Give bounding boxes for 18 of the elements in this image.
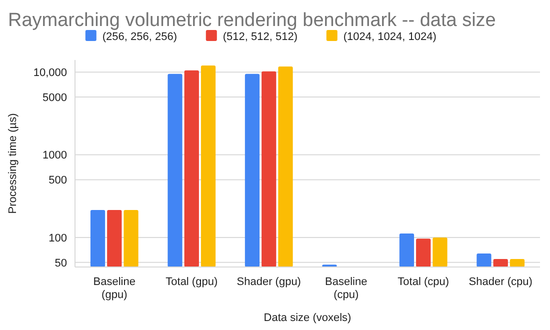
x-tick-label: Shader (cpu)	[468, 276, 532, 288]
legend-label: (256, 256, 256)	[102, 31, 178, 43]
y-tick-label: 10,000	[33, 66, 67, 79]
x-tick-label: Total (gpu)	[166, 276, 218, 288]
y-tick-label: 5000	[42, 92, 67, 104]
y-tick-label: 100	[48, 232, 67, 244]
x-tick-label: Baseline (gpu)	[93, 276, 136, 301]
chart-title: Raymarching volumetric rendering benchmark -- data size	[8, 10, 496, 31]
x-tick-label: Total (cpu)	[398, 276, 450, 288]
x-axis-title: Data size (voxels)	[264, 312, 352, 324]
y-tick-label: 50	[54, 257, 67, 270]
x-tick-label: Shader (gpu)	[236, 276, 301, 288]
x-tick-label: Baseline (cpu)	[325, 276, 368, 301]
y-tick-label: 500	[48, 174, 67, 187]
y-axis-title: Processing time (µs)	[7, 113, 19, 214]
legend-label: (1024, 1024, 1024)	[343, 31, 436, 43]
legend-label: (512, 512, 512)	[222, 31, 298, 43]
y-tick-label: 1000	[42, 150, 67, 162]
